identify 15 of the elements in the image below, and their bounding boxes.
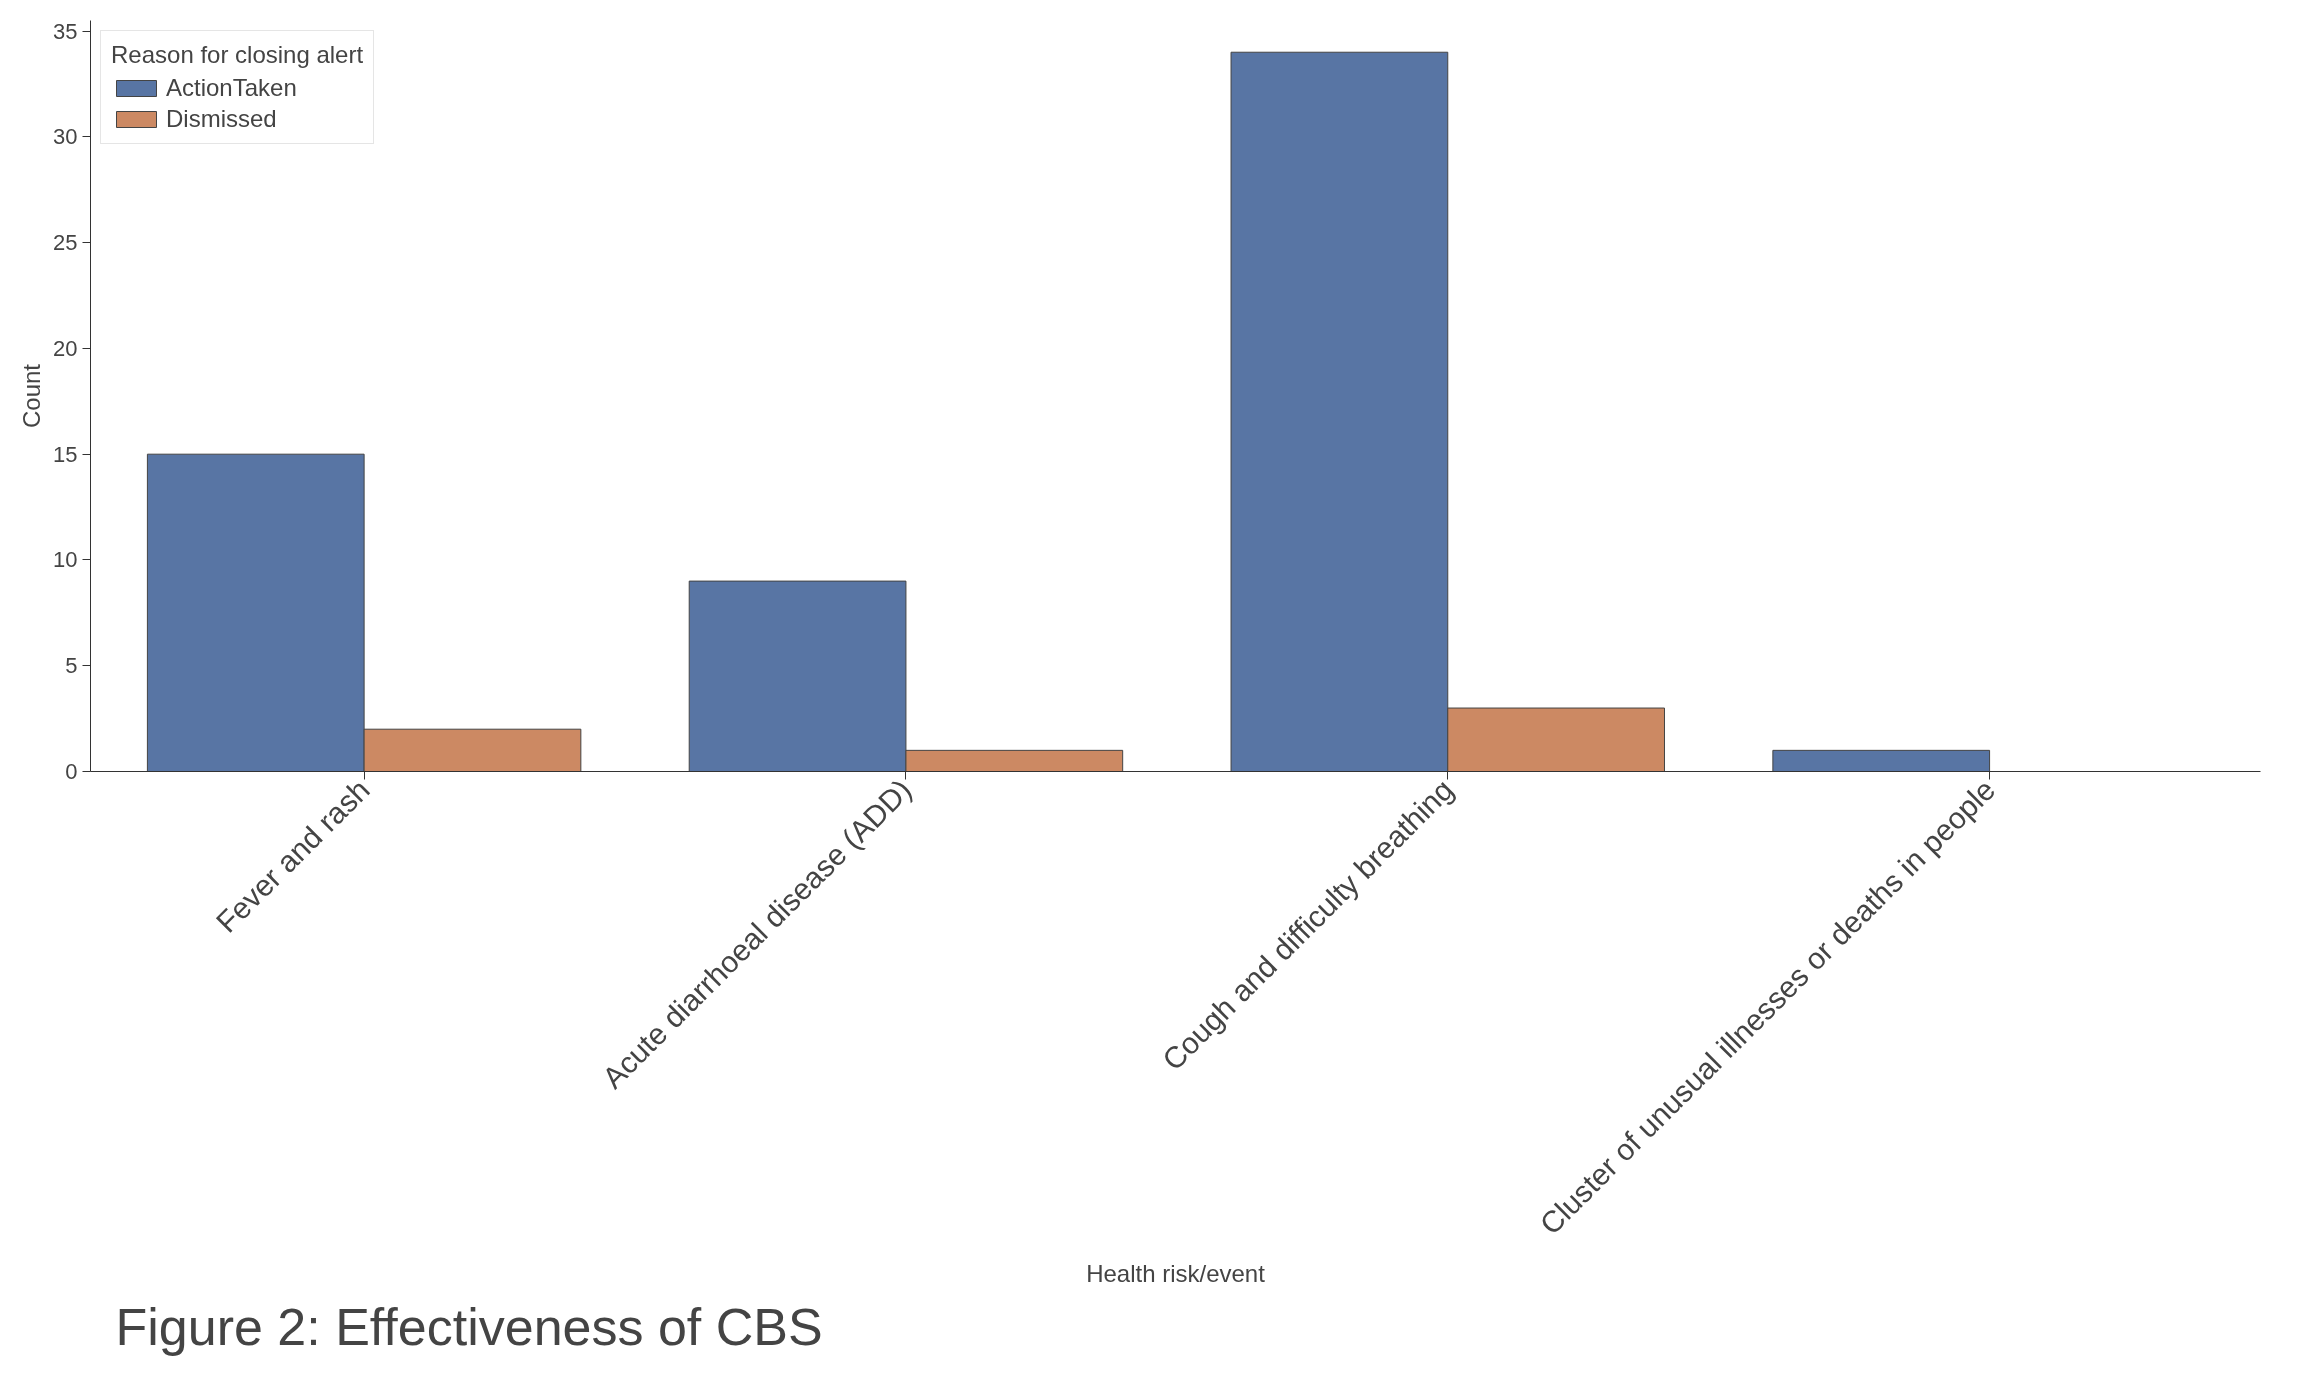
legend-label: ActionTaken <box>166 74 297 102</box>
y-tick-label: 20 <box>53 335 78 361</box>
caption: Figure 2: Effectiveness of CBS <box>115 1297 823 1356</box>
y-axis-title: Count <box>18 363 46 429</box>
y-tick-label: 15 <box>53 441 78 467</box>
y-tick-label: 5 <box>65 653 78 679</box>
y-tick-label: 25 <box>53 230 78 256</box>
bar <box>1772 749 1991 772</box>
legend-label: Dismissed <box>166 105 277 133</box>
y-tick-label: 30 <box>53 124 78 150</box>
x-axis-title: Health risk/event <box>1086 1260 1266 1288</box>
y-tick-label: 35 <box>53 18 78 44</box>
legend-title: Reason for closing alert <box>111 41 364 69</box>
y-tick-label: 10 <box>53 547 78 573</box>
y-tick-label: 0 <box>65 759 78 784</box>
